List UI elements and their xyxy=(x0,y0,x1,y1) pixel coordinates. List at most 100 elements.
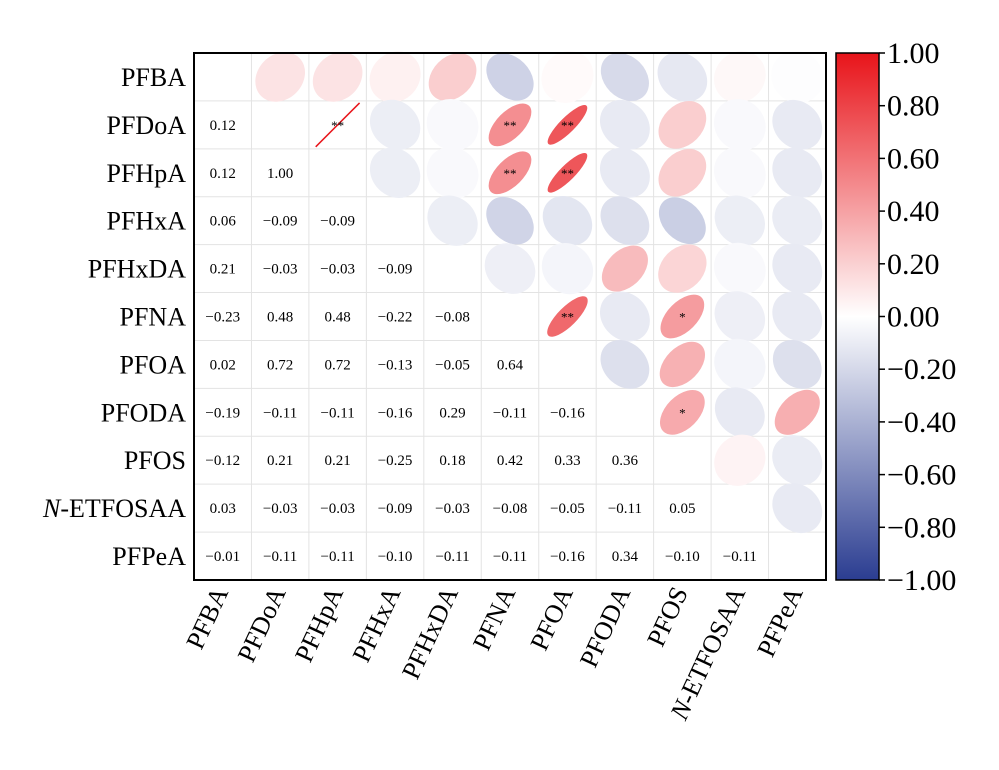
correlation-ellipse-group xyxy=(486,196,534,245)
correlation-value: 0.02 xyxy=(210,357,236,373)
colorbar-gradient xyxy=(835,52,880,581)
column-label: PFNA xyxy=(467,582,521,655)
correlation-value: −0.16 xyxy=(550,549,585,565)
correlation-ellipse-group xyxy=(658,148,707,197)
colorbar-tick-label: −0.20 xyxy=(887,353,956,386)
correlation-ellipse-group xyxy=(772,243,823,294)
correlation-ellipse xyxy=(772,243,823,294)
correlation-ellipse-group xyxy=(772,435,823,486)
correlation-ellipse xyxy=(771,50,824,104)
correlation-ellipse xyxy=(772,340,822,389)
correlation-ellipse-group xyxy=(427,195,478,246)
correlation-ellipse-group xyxy=(484,243,536,294)
correlation-value: −0.12 xyxy=(205,453,240,469)
correlation-ellipse xyxy=(547,296,588,337)
correlation-ellipse xyxy=(713,51,766,103)
significance-mark: ** xyxy=(561,118,574,133)
correlation-ellipse-group xyxy=(426,98,479,151)
correlation-ellipse xyxy=(312,52,363,102)
correlation-ellipse-group xyxy=(547,152,588,193)
significance-mark: * xyxy=(679,405,686,420)
row-labels: PFBA PFDoA PFHpA PFHxA PFHxDA PFNA PFOA PFODA PF… xyxy=(42,63,186,571)
correlation-value: −0.09 xyxy=(378,501,413,517)
correlation-ellipse xyxy=(484,243,536,294)
column-label: PFODA xyxy=(574,582,636,672)
correlation-ellipse xyxy=(486,196,534,245)
row-label: PFOA xyxy=(120,350,187,379)
column-label: PFPeA xyxy=(751,582,809,661)
correlation-ellipse xyxy=(772,147,823,198)
column-label: PFHxA xyxy=(347,582,407,666)
correlation-ellipse-group xyxy=(547,296,588,337)
correlation-ellipse xyxy=(428,53,477,101)
significance-mark: ** xyxy=(561,166,574,181)
correlation-value: −0.16 xyxy=(550,405,585,421)
colorbar-tick-label: −0.40 xyxy=(887,406,956,439)
correlation-ellipse-group xyxy=(713,146,766,199)
colorbar-tick-label: 0.00 xyxy=(887,301,940,334)
correlation-value: −0.08 xyxy=(435,310,470,326)
correlation-value: 0.33 xyxy=(554,453,580,469)
row-label: PFHxA xyxy=(107,207,187,236)
correlation-ellipse-group xyxy=(714,338,766,391)
correlation-ellipse xyxy=(541,242,594,295)
correlation-ellipse xyxy=(658,244,707,293)
correlation-ellipse xyxy=(658,101,707,149)
correlation-value: −0.09 xyxy=(263,214,298,230)
correlation-value: −0.03 xyxy=(263,262,298,278)
correlation-ellipse xyxy=(547,105,588,145)
correlation-value: −0.11 xyxy=(263,405,297,421)
row-label: N-ETFOSAA xyxy=(42,494,186,523)
correlation-ellipse-group xyxy=(658,197,706,245)
correlation-ellipse-group xyxy=(657,52,708,102)
correlation-ellipse-group xyxy=(599,99,650,150)
correlation-value: −0.22 xyxy=(378,310,413,326)
correlation-value: 0.18 xyxy=(439,453,465,469)
correlation-ellipse-group xyxy=(772,99,823,150)
correlation-ellipse xyxy=(486,53,534,101)
correlation-ellipse xyxy=(714,291,766,342)
correlation-value: −0.01 xyxy=(205,549,240,565)
correlation-ellipse-group xyxy=(599,291,650,342)
correlation-ellipse xyxy=(488,151,532,195)
correlation-value: 0.72 xyxy=(267,357,293,373)
correlation-ellipse-group xyxy=(713,51,766,103)
correlation-ellipse-group xyxy=(312,52,363,102)
correlation-ellipse xyxy=(772,99,823,150)
correlation-value: −0.11 xyxy=(435,549,469,565)
correlation-ellipse-group xyxy=(772,483,823,534)
correlation-value: −0.11 xyxy=(321,549,355,565)
correlation-ellipse-group xyxy=(369,147,421,198)
correlation-ellipse-group xyxy=(658,101,707,149)
correlation-value: −0.08 xyxy=(493,501,528,517)
correlation-value: 0.34 xyxy=(612,549,639,565)
column-label: PFHpA xyxy=(289,582,349,666)
correlation-ellipse-group xyxy=(714,387,765,438)
significance-mark: ** xyxy=(504,118,517,133)
correlation-ellipse-group xyxy=(369,51,421,103)
correlation-ellipse-group xyxy=(714,195,765,246)
colorbar-tick-label: 0.80 xyxy=(887,90,940,123)
correlation-ellipse-group xyxy=(772,195,823,246)
correlation-value: 0.48 xyxy=(325,310,351,326)
correlation-value: −0.09 xyxy=(378,262,413,278)
correlation-value: 0.48 xyxy=(267,310,293,326)
correlation-ellipse-group xyxy=(660,294,705,339)
correlation-ellipse xyxy=(255,52,306,102)
correlation-value: −0.11 xyxy=(263,549,297,565)
correlation-ellipse xyxy=(714,195,765,246)
plot-frame xyxy=(193,52,827,581)
correlation-ellipse xyxy=(369,51,421,103)
correlation-ellipse-group xyxy=(426,146,479,199)
correlation-ellipse-group xyxy=(486,53,534,101)
correlation-value: 0.36 xyxy=(612,453,639,469)
correlation-ellipse-group xyxy=(713,242,766,295)
correlation-ellipse xyxy=(713,146,766,199)
correlation-value: −0.11 xyxy=(493,405,527,421)
row-label: PFODA xyxy=(101,398,186,427)
correlation-value: 0.06 xyxy=(210,214,237,230)
correlation-value: −0.11 xyxy=(723,549,757,565)
correlation-value: −0.11 xyxy=(321,405,355,421)
correlation-ellipse-group xyxy=(542,195,593,246)
correlation-ellipse xyxy=(541,50,594,103)
